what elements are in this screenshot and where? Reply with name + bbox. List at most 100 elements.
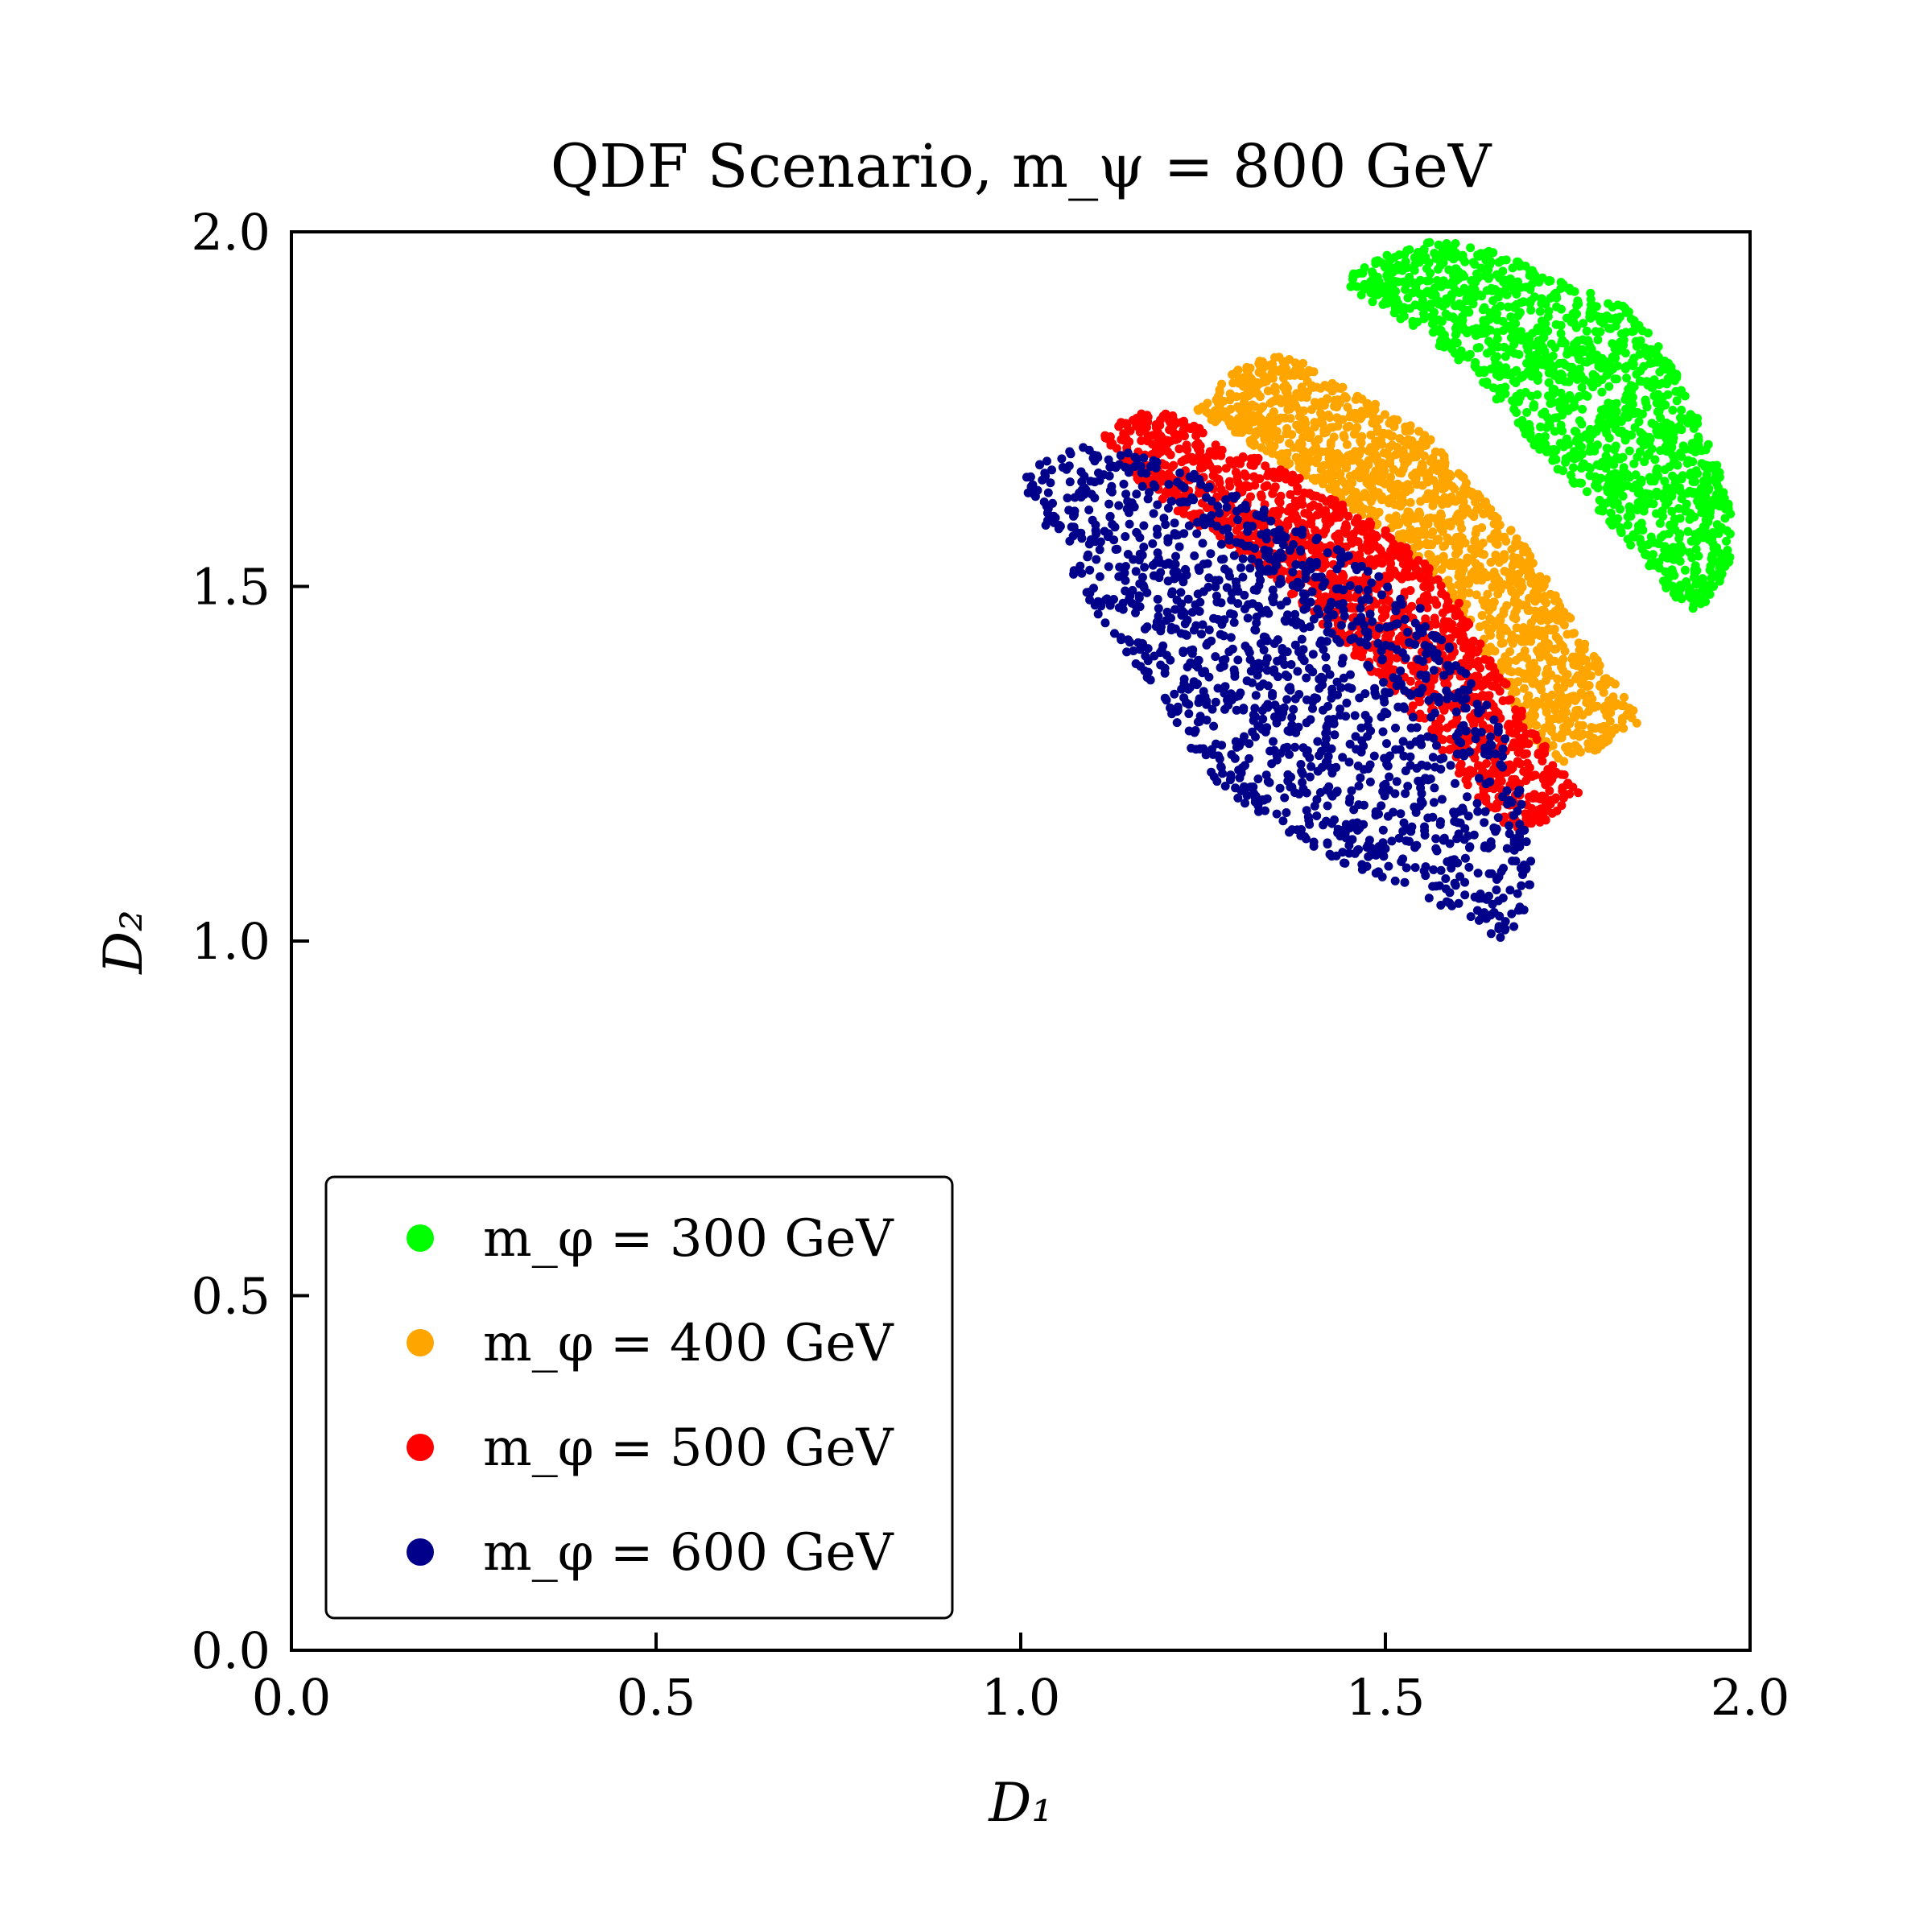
data-point — [1471, 559, 1480, 568]
data-point — [1551, 291, 1561, 301]
data-point — [1110, 629, 1119, 638]
data-point — [1033, 485, 1042, 495]
data-point — [1449, 700, 1459, 710]
data-point — [1715, 568, 1724, 577]
data-point — [1538, 742, 1548, 752]
data-point — [1709, 495, 1719, 504]
data-point — [1256, 392, 1265, 402]
data-point — [1487, 671, 1496, 680]
data-point — [1065, 477, 1075, 487]
data-point — [1129, 646, 1138, 655]
data-point — [1457, 568, 1466, 577]
data-point — [1557, 733, 1567, 742]
data-point — [1415, 709, 1425, 719]
data-point — [1178, 428, 1187, 438]
data-point — [1377, 655, 1387, 665]
data-point — [1279, 374, 1288, 383]
data-point — [1542, 646, 1551, 656]
data-point — [1343, 402, 1352, 412]
data-point — [1525, 559, 1535, 568]
data-point — [1491, 551, 1501, 559]
data-point — [1492, 875, 1501, 884]
data-point — [1422, 515, 1432, 525]
data-point — [1475, 368, 1484, 378]
data-point — [1161, 520, 1170, 530]
data-point — [1112, 444, 1121, 453]
data-point — [1699, 584, 1708, 593]
data-point — [1117, 418, 1126, 427]
data-point — [1535, 630, 1545, 640]
data-point — [1541, 703, 1550, 712]
data-point — [1686, 536, 1696, 546]
data-point — [1509, 368, 1518, 378]
data-point — [1131, 659, 1141, 668]
data-point — [1447, 863, 1456, 873]
data-point — [1561, 457, 1571, 467]
data-point — [1121, 576, 1130, 585]
data-point — [1480, 303, 1489, 312]
data-point — [1387, 836, 1397, 846]
data-point — [1308, 650, 1318, 659]
series-1-points — [1346, 237, 1736, 613]
data-point — [1413, 514, 1422, 522]
data-point — [1455, 872, 1464, 881]
data-point — [1506, 312, 1516, 322]
data-point — [1534, 792, 1543, 802]
data-point — [1537, 807, 1546, 817]
data-point — [1640, 457, 1649, 467]
data-point — [1564, 377, 1574, 386]
data-point — [1657, 378, 1667, 388]
data-point — [1686, 410, 1695, 419]
data-point — [1233, 478, 1243, 488]
data-point — [1567, 749, 1577, 758]
data-point — [1383, 582, 1393, 592]
data-point — [1512, 534, 1521, 543]
data-point — [1511, 319, 1521, 328]
data-point — [1671, 483, 1681, 493]
data-point — [1511, 655, 1521, 665]
data-point — [1674, 529, 1684, 539]
data-point — [1318, 419, 1327, 428]
data-point — [1530, 350, 1540, 360]
data-point — [1464, 588, 1474, 597]
data-point — [1063, 493, 1072, 503]
data-point — [1373, 667, 1383, 677]
data-point — [1707, 554, 1716, 564]
data-point — [1488, 534, 1497, 543]
data-point — [1258, 679, 1268, 688]
data-point — [1368, 617, 1377, 626]
data-point — [1242, 365, 1252, 375]
data-point — [1683, 526, 1693, 536]
data-point — [1403, 293, 1413, 303]
data-point — [1410, 266, 1419, 275]
data-point — [1636, 336, 1645, 345]
data-point — [1509, 922, 1519, 931]
data-point — [1351, 488, 1360, 497]
data-point — [1438, 745, 1447, 755]
data-point — [1269, 712, 1279, 721]
data-point — [1364, 456, 1373, 465]
data-point — [1592, 745, 1602, 754]
data-point — [1471, 357, 1480, 367]
data-point — [1458, 623, 1468, 633]
data-point — [1246, 460, 1256, 470]
data-point — [1498, 751, 1507, 761]
data-point — [1565, 346, 1575, 356]
data-point — [1583, 336, 1593, 345]
data-point — [1388, 298, 1397, 308]
data-point — [1420, 641, 1430, 650]
data-point — [1571, 323, 1581, 332]
data-point — [1606, 508, 1616, 518]
data-point — [1480, 807, 1490, 816]
data-point — [1460, 257, 1470, 266]
data-point — [1260, 545, 1269, 555]
data-point — [1533, 646, 1542, 655]
data-point — [1401, 257, 1410, 266]
data-point — [1585, 435, 1595, 444]
data-point — [1488, 296, 1498, 305]
data-point — [1412, 480, 1422, 489]
data-point — [1622, 711, 1632, 720]
data-point — [1715, 502, 1724, 511]
data-point — [1333, 545, 1342, 555]
data-point — [1302, 464, 1311, 474]
